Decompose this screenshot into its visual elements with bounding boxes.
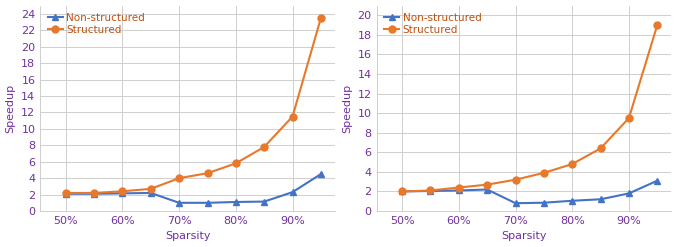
Non-structured — [653, 179, 661, 182]
Non-structured — [62, 192, 70, 195]
Line: Non-structured: Non-structured — [399, 177, 661, 207]
Line: Non-structured: Non-structured — [62, 171, 324, 206]
Non-structured — [398, 190, 406, 193]
Non-structured — [568, 199, 576, 202]
Structured — [568, 163, 576, 165]
Line: Structured: Structured — [62, 14, 324, 196]
Structured — [118, 190, 127, 193]
X-axis label: Sparsity: Sparsity — [165, 231, 211, 242]
Structured — [625, 117, 633, 120]
Non-structured — [511, 202, 519, 205]
Non-structured — [90, 192, 98, 195]
Structured — [232, 162, 240, 165]
Non-structured — [147, 191, 155, 194]
Non-structured — [204, 201, 212, 204]
Non-structured — [455, 189, 463, 192]
Non-structured — [596, 198, 605, 201]
Structured — [62, 191, 70, 194]
Structured — [427, 189, 435, 192]
Structured — [288, 115, 297, 118]
Structured — [398, 190, 406, 193]
Non-structured — [260, 200, 268, 203]
Structured — [204, 172, 212, 175]
Y-axis label: Speedup: Speedup — [5, 84, 16, 133]
Structured — [455, 186, 463, 189]
Non-structured — [118, 192, 127, 195]
X-axis label: Sparsity: Sparsity — [501, 231, 547, 242]
Line: Structured: Structured — [399, 22, 661, 195]
Legend: Non-structured, Structured: Non-structured, Structured — [45, 11, 147, 37]
Non-structured — [317, 173, 325, 176]
Structured — [540, 171, 548, 174]
Structured — [90, 191, 98, 194]
Legend: Non-structured, Structured: Non-structured, Structured — [382, 11, 483, 37]
Structured — [317, 16, 325, 19]
Non-structured — [175, 201, 183, 204]
Non-structured — [427, 189, 435, 192]
Y-axis label: Speedup: Speedup — [342, 84, 352, 133]
Non-structured — [232, 201, 240, 204]
Non-structured — [540, 201, 548, 204]
Structured — [653, 24, 661, 27]
Structured — [596, 147, 605, 150]
Non-structured — [288, 191, 297, 194]
Structured — [511, 178, 519, 181]
Structured — [260, 145, 268, 148]
Structured — [147, 187, 155, 190]
Non-structured — [625, 192, 633, 195]
Non-structured — [483, 188, 492, 191]
Structured — [483, 183, 492, 186]
Structured — [175, 177, 183, 180]
